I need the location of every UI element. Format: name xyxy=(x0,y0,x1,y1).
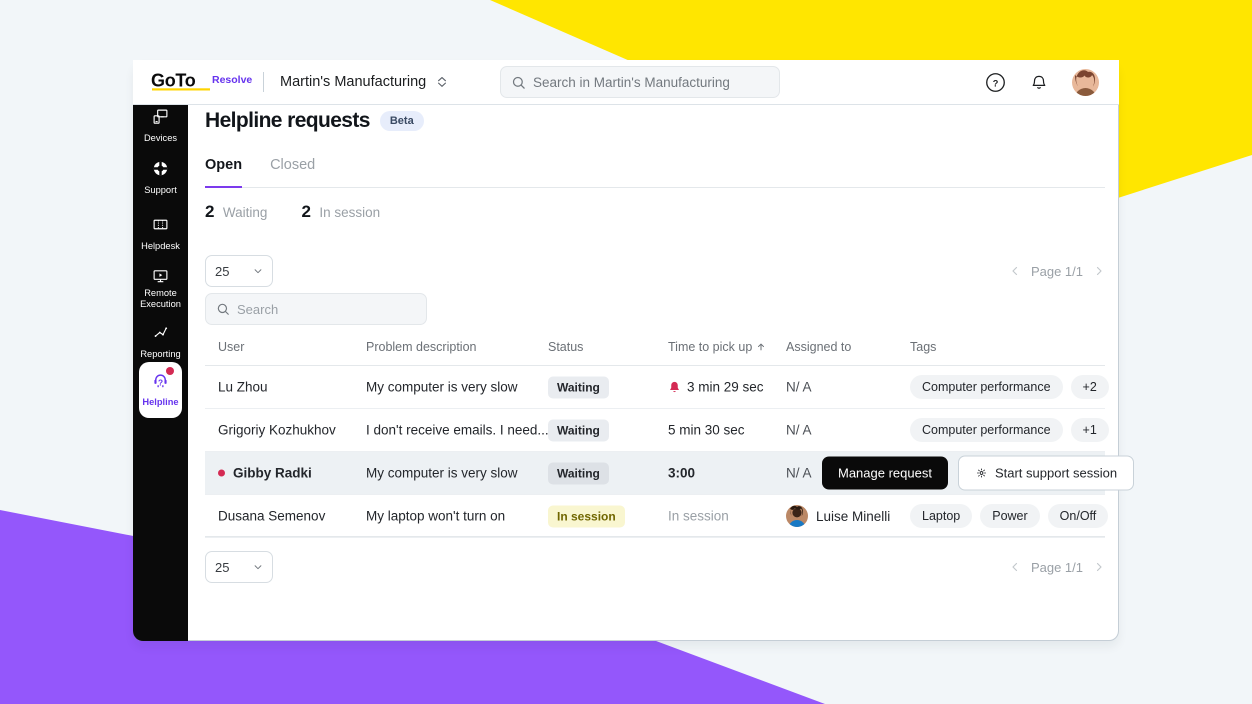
svg-text:?: ? xyxy=(993,78,999,88)
svg-text:GoTo: GoTo xyxy=(151,71,196,91)
svg-text:Resolve: Resolve xyxy=(212,74,252,86)
